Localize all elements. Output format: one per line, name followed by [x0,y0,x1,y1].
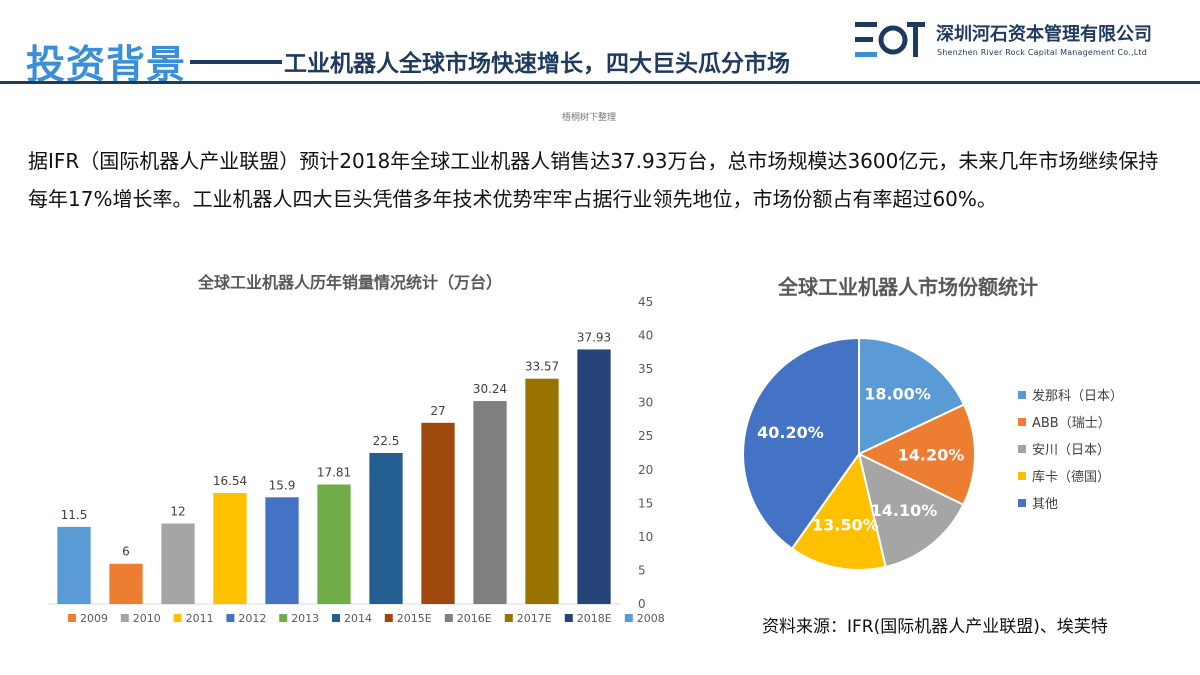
bar-data-label: 22.5 [373,434,400,448]
y-tick-label: 40 [638,329,653,343]
pie-legend-label: 库卡（德国） [1032,469,1110,485]
legend-label: 2014 [344,612,372,625]
legend-label: 2016E [457,612,492,625]
legend-label: 2013 [291,612,319,625]
pie-legend-label: ABB（瑞士） [1032,416,1111,431]
pie-data-label: 14.10% [871,501,938,520]
pie-legend-swatch [1018,499,1026,507]
bar [213,492,247,604]
title-bar: 投资背景 工业机器人全球市场快速增长，四大巨头瓜分市场 深圳河石资本管理有限公司… [0,0,1200,90]
bar [421,422,455,604]
legend-label: 2009 [80,612,108,625]
pie-slice [790,451,887,571]
pie-slice [857,452,965,569]
company-name-en: Shenzhen River Rock Capital Management C… [937,48,1148,57]
bar-data-label: 15.9 [269,478,296,492]
y-tick-label: 35 [638,362,653,376]
legend-label: 2010 [133,612,161,625]
bar-data-label: 17.81 [317,465,351,479]
legend-label: 2015E [397,612,432,625]
pie-legend-swatch [1018,472,1026,480]
bar-data-label: 33.57 [525,360,559,374]
bar-data-label: 11.5 [61,508,88,522]
bar [525,378,559,604]
pie-slice [858,336,966,456]
company-name-cn: 深圳河石资本管理有限公司 [936,24,1152,45]
pie-data-label: 14.20% [898,445,965,464]
bar-data-label: 30.24 [473,382,507,396]
legend-swatch [226,614,235,622]
legend-label: 2017E [517,612,552,625]
bar-data-label: 27 [430,404,445,418]
bar [57,526,91,604]
legend-swatch [120,614,129,622]
page-title: 投资背景 [26,43,187,88]
y-tick-label: 30 [638,396,653,410]
pie-chart-title: 全球工业机器人市场份额统计 [777,275,1038,299]
data-source: 资料来源：IFR(国际机器人产业联盟)、埃芙特 [762,617,1108,637]
pie-data-label: 13.50% [812,516,879,535]
y-tick-label: 45 [638,295,653,309]
pie-legend-label: 其他 [1032,497,1058,512]
pie-slice [856,403,976,507]
bar-chart-title: 全球工业机器人历年销量情况统计（万台） [197,273,502,292]
company-logo-icon [855,22,925,57]
legend-label: 2018E [577,612,612,625]
y-tick-label: 20 [638,463,653,477]
pie-legend-label: 安川（日本） [1032,443,1110,458]
legend-label: 2008 [637,612,665,625]
source-note: 梧桐树下整理 [562,113,617,123]
header-divider [0,81,1200,84]
pie-legend-label: 发那科（日本） [1032,388,1123,404]
pie-data-label: 18.00% [864,384,931,403]
legend-swatch [384,614,393,622]
y-tick-label: 15 [638,496,653,510]
bar-data-label: 16.54 [213,474,247,488]
pie-legend-swatch [1018,391,1026,399]
legend-swatch [173,614,182,622]
page-subtitle: 工业机器人全球市场快速增长，四大巨头瓜分市场 [284,51,790,77]
bar-data-label: 6 [122,545,130,559]
legend-swatch [68,614,76,622]
legend-swatch [624,614,633,622]
bar-data-label: 12 [170,504,185,518]
intro-paragraph: 据IFR（国际机器人产业联盟）预计2018年全球工业机器人销售达37.93万台，… [28,149,1159,211]
y-tick-label: 5 [638,563,646,577]
legend-label: 2011 [186,612,214,625]
bar [161,523,195,604]
legend-swatch [504,614,513,622]
bar [317,484,351,604]
sales-bar-chart: 全球工业机器人历年销量情况统计（万台） 0 5 10 15 20 25 30 35 40 45 11.… [48,273,665,625]
legend-label: 2012 [238,612,266,625]
y-tick-label: 10 [638,530,653,544]
pie-legend-swatch [1018,445,1026,453]
bar [473,401,507,604]
legend-swatch [444,614,453,622]
bar [265,497,299,604]
bar [577,349,611,604]
pie-data-label: 40.20% [757,423,824,442]
legend-swatch [279,614,288,622]
pie-slice [742,336,860,551]
bar [369,453,403,604]
title-dash-divider [190,60,282,64]
legend-swatch [332,614,340,622]
y-tick-label: 0 [638,597,646,611]
pie-legend-swatch [1018,418,1026,426]
market-share-pie-chart: 全球工业机器人市场份额统计 18.00% 14.20% 14.10%13.50% 40.… [742,275,1123,571]
legend-swatch [564,614,573,622]
bar-data-label: 37.93 [577,330,611,344]
y-tick-label: 25 [638,429,653,443]
bar [109,563,143,604]
